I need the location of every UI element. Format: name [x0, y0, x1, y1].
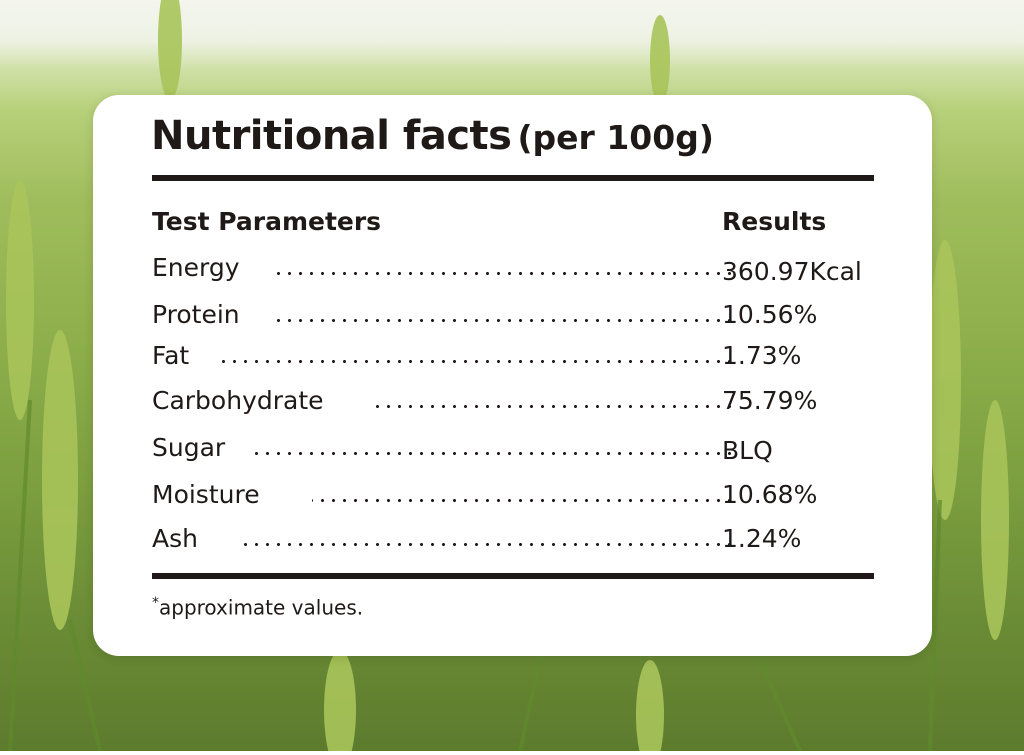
- row-fat: Fat 1.73%: [152, 341, 874, 377]
- footnote: *approximate values.: [152, 595, 363, 620]
- row-ash: Ash 1.24%: [152, 524, 874, 560]
- row-value: 10.56%: [722, 300, 818, 329]
- row-moisture: Moisture 10.68%: [152, 480, 874, 516]
- row-value: 1.24%: [722, 524, 802, 553]
- row-energy: Energy 360.97Kcal: [152, 253, 874, 289]
- title-sub: (per 100g): [517, 118, 714, 157]
- dot-leader: [238, 543, 735, 546]
- header-results: Results: [722, 207, 827, 236]
- row-value: 1.73%: [722, 341, 802, 370]
- footnote-mark: *: [152, 595, 159, 611]
- bottom-divider: [152, 573, 874, 579]
- row-value: 75.79%: [722, 386, 818, 415]
- nutrition-card: Nutritional facts (per 100g) Test Paramet…: [93, 95, 932, 656]
- dot-leader: [370, 405, 735, 408]
- card-title: Nutritional facts (per 100g): [151, 113, 714, 159]
- row-carbohydrate: Carbohydrate 75.79%: [152, 386, 874, 422]
- row-name: Protein: [152, 300, 240, 329]
- row-name: Fat: [152, 341, 190, 370]
- top-divider: [152, 175, 874, 181]
- header-parameters: Test Parameters: [152, 207, 382, 236]
- dot-leader: [252, 452, 735, 455]
- row-name: Sugar: [152, 433, 226, 462]
- footnote-text: approximate values.: [159, 595, 364, 620]
- dot-leader: [270, 272, 735, 275]
- row-name: Energy: [152, 253, 240, 282]
- row-value: BLQ: [722, 436, 773, 465]
- row-name: Moisture: [152, 480, 260, 509]
- title-main: Nutritional facts: [151, 113, 512, 159]
- row-name: Ash: [152, 524, 198, 553]
- row-value: 360.97Kcal: [722, 257, 862, 286]
- row-sugar: Sugar BLQ: [152, 433, 874, 469]
- dot-leader: [222, 360, 735, 363]
- row-protein: Protein 10.56%: [152, 300, 874, 336]
- row-value: 10.68%: [722, 480, 818, 509]
- dot-leader: [270, 319, 735, 322]
- dot-leader: [312, 499, 735, 502]
- row-name: Carbohydrate: [152, 386, 324, 415]
